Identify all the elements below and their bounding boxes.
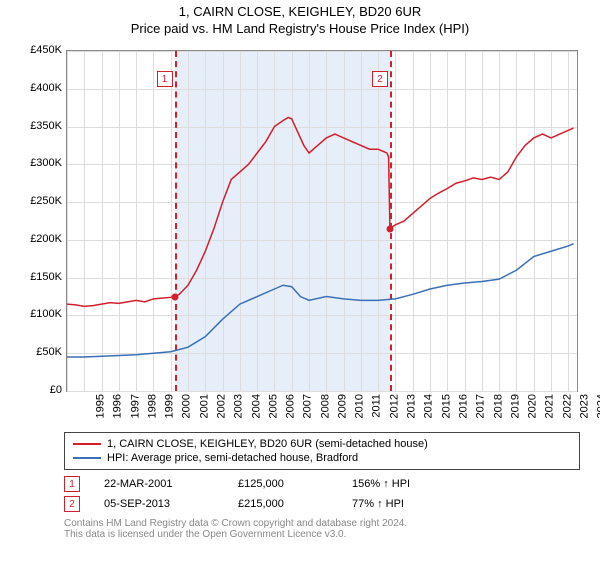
y-tick-label: £400K: [20, 82, 62, 94]
sale-price: £125,000: [238, 478, 328, 490]
sale-badge: 2: [64, 496, 80, 512]
y-tick-label: £250K: [20, 195, 62, 207]
series-line: [67, 117, 574, 306]
legend-label: 1, CAIRN CLOSE, KEIGHLEY, BD20 6UR (semi…: [107, 438, 428, 450]
sale-row: 1 22-MAR-2001 £125,000 156% ↑ HPI: [64, 474, 580, 494]
sale-delta: 156% ↑ HPI: [352, 478, 410, 490]
legend-item: HPI: Average price, semi-detached house,…: [73, 451, 571, 465]
legend-item: 1, CAIRN CLOSE, KEIGHLEY, BD20 6UR (semi…: [73, 437, 571, 451]
sale-delta: 77% ↑ HPI: [352, 498, 404, 510]
y-tick-label: £100K: [20, 308, 62, 320]
y-tick-label: £0: [20, 384, 62, 396]
y-tick-label: £200K: [20, 233, 62, 245]
legend-swatch: [73, 457, 101, 459]
gridline-h: [67, 391, 577, 392]
chart-area: 12 £0 £50K £100K £150K £200K £250K £300K £350K £…: [20, 42, 590, 422]
y-tick-label: £350K: [20, 120, 62, 132]
x-tick-label: 2024: [596, 394, 600, 418]
footer-line-2: This data is licensed under the Open Gov…: [64, 529, 580, 540]
legend-label: HPI: Average price, semi-detached house,…: [107, 452, 358, 464]
footer-attribution: Contains HM Land Registry data © Crown c…: [64, 518, 580, 540]
series-marker: [386, 225, 393, 232]
sale-badge: 1: [64, 476, 80, 492]
legend-swatch: [73, 443, 101, 445]
sale-price: £215,000: [238, 498, 328, 510]
chart-subtitle: Price paid vs. HM Land Registry's House …: [0, 21, 600, 36]
chart-title: 1, CAIRN CLOSE, KEIGHLEY, BD20 6UR: [0, 4, 600, 19]
series-line: [67, 244, 574, 357]
legend: 1, CAIRN CLOSE, KEIGHLEY, BD20 6UR (semi…: [64, 432, 580, 470]
footer-line-1: Contains HM Land Registry data © Crown c…: [64, 518, 580, 529]
plot-region: 12: [66, 50, 578, 392]
sale-date: 22-MAR-2001: [104, 478, 214, 490]
sale-date: 05-SEP-2013: [104, 498, 214, 510]
y-tick-label: £50K: [20, 346, 62, 358]
series-marker: [171, 293, 178, 300]
y-tick-label: £150K: [20, 271, 62, 283]
sales-table: 1 22-MAR-2001 £125,000 156% ↑ HPI 2 05-SEP-20…: [64, 474, 580, 514]
sale-row: 2 05-SEP-2013 £215,000 77% ↑ HPI: [64, 494, 580, 514]
series-svg: [67, 51, 577, 391]
y-tick-label: £300K: [20, 157, 62, 169]
y-tick-label: £450K: [20, 44, 62, 56]
chart-container: 1, CAIRN CLOSE, KEIGHLEY, BD20 6UR Price…: [0, 4, 600, 564]
